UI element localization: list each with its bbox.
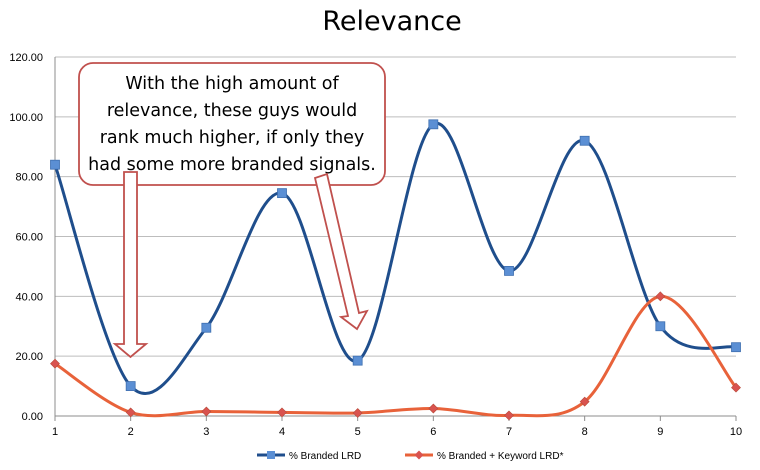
data-point-diamond: [277, 407, 287, 418]
series-line: [54, 294, 738, 418]
x-axis-ticks: 1 2 3 4 5 6 7 8 9 10: [52, 416, 742, 438]
series-group: [50, 119, 741, 421]
data-point-diamond: [201, 406, 212, 417]
legend-swatch-marker: [414, 450, 424, 460]
x-tick-label: 8: [582, 426, 588, 438]
y-tick-label: 40.00: [15, 291, 43, 303]
arrow-diagonal-right: [313, 172, 369, 331]
series-2: [50, 291, 741, 421]
data-point-square: [655, 321, 666, 332]
data-point-diamond: [504, 410, 514, 421]
data-point-diamond: [125, 407, 136, 418]
legend-item-1: % Branded LRD: [257, 451, 361, 462]
series-line: [53, 122, 737, 395]
legend: % Branded LRD % Branded + Keyword LRD*: [257, 450, 564, 462]
data-point-diamond: [731, 382, 741, 393]
x-tick-label: 10: [730, 426, 742, 438]
x-tick-label: 6: [430, 426, 436, 438]
callout-text-line: relevance, these guys would: [107, 101, 357, 121]
y-tick-label: 120.00: [9, 52, 43, 64]
y-axis-ticks: 0.00 20.00 40.00 60.00 80.00 100.00 120.00: [9, 52, 43, 423]
data-point-square: [50, 159, 60, 170]
callout-annotation: With the high amount of relevance, these …: [78, 62, 386, 359]
y-tick-label: 60.00: [15, 232, 43, 244]
y-tick-label: 20.00: [15, 351, 43, 363]
data-point-diamond: [50, 358, 60, 369]
x-tick-label: 3: [203, 426, 209, 438]
y-tick-label: 100.00: [9, 112, 43, 124]
legend-label: % Branded + Keyword LRD*: [437, 451, 564, 462]
x-tick-label: 7: [506, 426, 512, 438]
arrow-down-left: [112, 171, 149, 359]
callout-box: [78, 62, 386, 186]
callout-text-line: rank much higher, if only they: [100, 128, 365, 148]
data-point-diamond: [428, 403, 439, 414]
callout-text-line: had some more branded signals.: [88, 155, 376, 175]
x-tick-label: 9: [657, 426, 663, 438]
series-1: [50, 119, 741, 395]
callout-text-line: With the high amount of: [125, 74, 339, 94]
data-point-square: [504, 266, 514, 276]
x-tick-label: 5: [355, 426, 361, 438]
chart-title: Relevance: [322, 6, 461, 37]
x-tick-label: 2: [128, 426, 134, 438]
data-point-square: [428, 119, 439, 130]
legend-swatch-marker: [267, 451, 275, 459]
data-point-square: [579, 135, 590, 146]
legend-label: % Branded LRD: [289, 451, 361, 462]
data-point-square: [352, 355, 363, 366]
data-point-diamond: [655, 291, 666, 302]
x-tick-label: 1: [52, 426, 58, 438]
data-point-square: [201, 322, 212, 333]
x-tick-label: 4: [279, 426, 285, 438]
data-point-square: [125, 381, 136, 391]
y-tick-label: 0.00: [22, 411, 43, 423]
legend-item-2: % Branded + Keyword LRD*: [405, 450, 564, 462]
data-point-diamond: [579, 396, 590, 407]
data-point-diamond: [352, 408, 363, 418]
data-point-square: [277, 188, 287, 199]
y-tick-label: 80.00: [15, 172, 43, 184]
data-point-square: [731, 342, 741, 353]
